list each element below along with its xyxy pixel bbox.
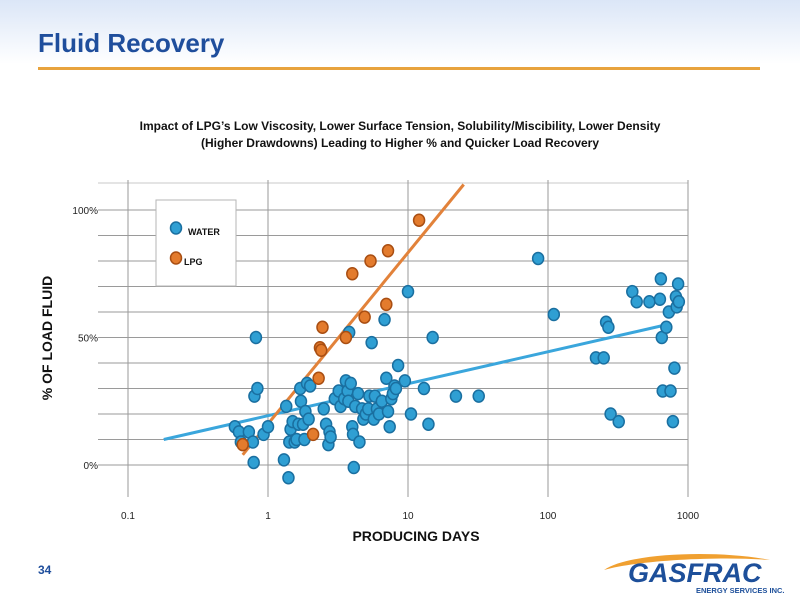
point-lpg [316, 320, 329, 335]
point-water [391, 358, 405, 373]
point-water [383, 420, 396, 434]
point-water [422, 417, 435, 431]
x-tick-label: 0.1 [121, 511, 135, 522]
x-axis-label: PRODUCING DAYS [352, 528, 479, 544]
point-water [531, 251, 545, 266]
legend-marker-lpg [169, 251, 183, 265]
point-water [324, 430, 337, 444]
point-water [351, 386, 365, 401]
point-water [653, 292, 667, 306]
point-lpg [312, 371, 325, 386]
point-lpg [380, 297, 393, 312]
point-water [317, 402, 330, 416]
point-water [380, 371, 393, 386]
legend-label-lpg: LPG [184, 257, 203, 267]
point-lpg [358, 310, 371, 324]
point-water [344, 376, 357, 391]
legend-box [155, 199, 237, 287]
point-water [643, 295, 656, 309]
point-water [597, 351, 610, 365]
trendline-lpg [241, 183, 465, 456]
point-water [398, 374, 412, 388]
point-lpg [314, 343, 328, 357]
x-tick-label: 1 [265, 511, 271, 522]
point-lpg [412, 213, 426, 227]
point-water [664, 384, 677, 398]
legend-marker-water [169, 221, 183, 235]
point-water [247, 455, 260, 470]
point-water [547, 307, 561, 322]
point-lpg [236, 437, 249, 452]
page-number: 34 [38, 563, 52, 577]
point-water [389, 381, 403, 396]
legend-label-water: WATER [188, 227, 220, 237]
point-lpg [364, 254, 377, 268]
point-water [449, 389, 463, 403]
logo-wordmark: GASFRAC [628, 558, 762, 588]
point-water [666, 414, 680, 429]
point-water [261, 420, 275, 434]
x-tick-label: 10 [402, 511, 414, 522]
x-tick-label: 100 [540, 511, 557, 522]
y-tick-label: 50% [78, 334, 98, 345]
point-water [660, 320, 673, 335]
point-water [378, 312, 391, 327]
point-water [426, 330, 439, 345]
logo-swoosh-icon [604, 554, 770, 570]
point-water [472, 389, 485, 403]
point-water [381, 404, 395, 419]
point-lpg [381, 244, 395, 258]
slide-title: Fluid Recovery [38, 28, 225, 58]
point-water [417, 381, 431, 396]
point-water [654, 272, 668, 286]
y-axis-label: % OF LOAD FLUID [39, 276, 55, 400]
trendline-water [163, 323, 667, 441]
point-water [251, 381, 264, 396]
point-water [365, 335, 378, 350]
logo-subtext: ENERGY SERVICES INC. [696, 586, 785, 595]
point-water [672, 295, 686, 309]
point-water [604, 407, 617, 421]
gasfrac-logo: GASFRAC ENERGY SERVICES INC. [604, 554, 785, 595]
point-water [602, 320, 615, 335]
point-water [347, 460, 361, 475]
x-tick-label: 1000 [677, 511, 700, 522]
point-water [282, 471, 295, 485]
point-water [404, 407, 418, 421]
point-water [246, 435, 260, 449]
point-water [630, 295, 643, 309]
chart-title-line-2: (Higher Drawdowns) Leading to Higher % a… [200, 136, 600, 150]
point-water [353, 435, 366, 449]
point-water [671, 277, 685, 291]
point-water [249, 330, 263, 345]
point-lpg [339, 330, 353, 345]
title-underline [38, 67, 760, 70]
point-water [612, 414, 625, 429]
point-water [303, 379, 317, 393]
point-water [668, 361, 681, 375]
chart-title: Impact of LPG’s Low Viscosity, Lower Sur… [80, 118, 720, 152]
point-lpg [346, 267, 359, 281]
point-water [277, 453, 291, 467]
header-band [0, 0, 800, 64]
point-water [401, 284, 415, 299]
y-tick-label: 0% [84, 461, 99, 472]
point-lpg [306, 427, 320, 442]
point-water [279, 399, 293, 414]
y-tick-label: 100% [72, 206, 98, 217]
chart-title-line-1: Impact of LPG’s Low Viscosity, Lower Sur… [139, 119, 661, 133]
point-water [302, 412, 315, 426]
